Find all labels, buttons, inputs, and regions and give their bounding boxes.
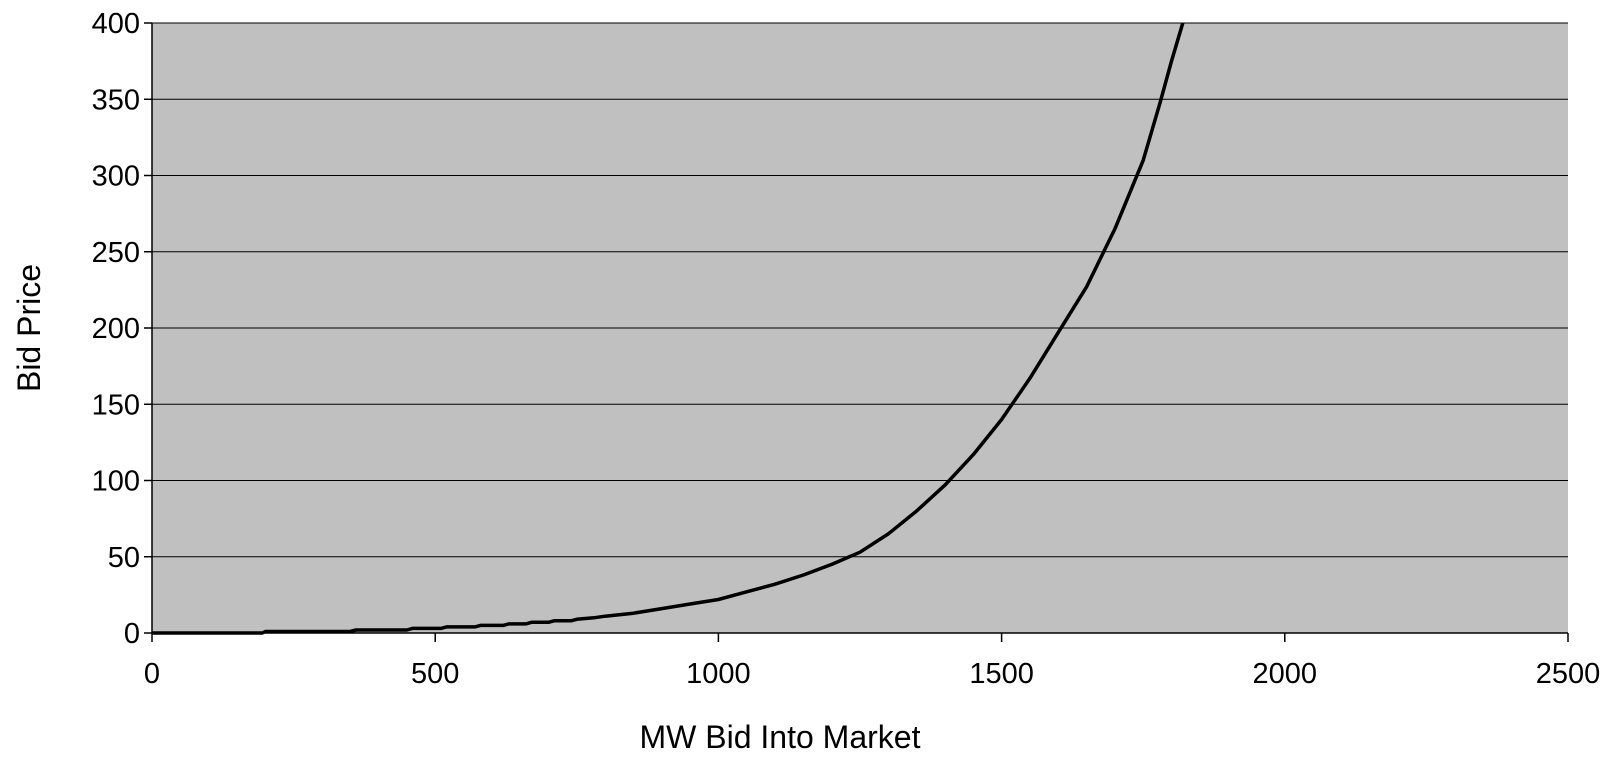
x-axis-ticks	[151, 633, 1569, 642]
y-tick-label-200: 200	[92, 313, 140, 345]
x-tick-label-1500: 1500	[969, 658, 1034, 690]
x-tick-label-0: 0	[144, 658, 160, 690]
y-tick-label-0: 0	[124, 618, 140, 650]
y-axis-tick-labels: 0 50 100 150 200 250 300 350 400	[92, 8, 140, 650]
series-line	[152, 22, 1185, 635]
x-tick-label-500: 500	[411, 658, 459, 690]
y-tick-label-350: 350	[92, 84, 140, 116]
y-tick-label-400: 400	[92, 8, 140, 40]
y-tick-label-100: 100	[92, 466, 140, 498]
y-axis-title: Bid Price	[11, 264, 47, 392]
x-tick-label-1000: 1000	[686, 658, 751, 690]
x-axis-tick-labels: 0 500 1000 1500 2000 2500	[144, 658, 1600, 690]
y-tick-label-150: 150	[92, 389, 140, 421]
x-axis-title: MW Bid Into Market	[640, 719, 921, 755]
x-tick-label-2500: 2500	[1536, 658, 1601, 690]
y-tick-label-300: 300	[92, 161, 140, 193]
gridlines	[152, 22, 1568, 558]
y-axis-ticks	[144, 22, 152, 634]
y-tick-label-250: 250	[92, 237, 140, 269]
x-tick-label-2000: 2000	[1253, 658, 1318, 690]
y-tick-label-50: 50	[108, 542, 140, 574]
